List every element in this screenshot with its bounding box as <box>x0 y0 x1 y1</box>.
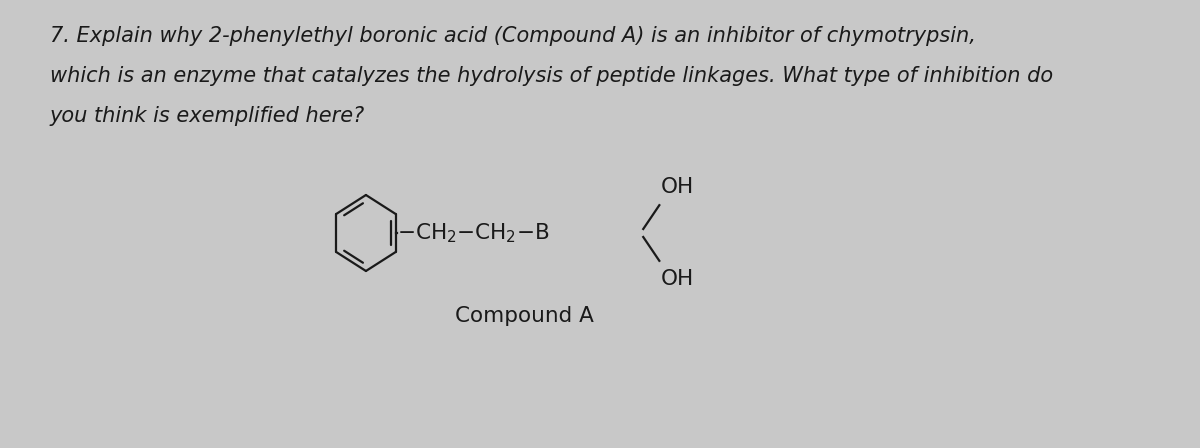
Text: OH: OH <box>661 177 695 197</box>
Text: OH: OH <box>661 269 695 289</box>
Text: 7. Explain why 2-phenylethyl boronic acid (Compound A) is an inhibitor of chymot: 7. Explain why 2-phenylethyl boronic aci… <box>49 26 976 46</box>
Text: Compound A: Compound A <box>455 306 594 326</box>
Text: $-$CH$_2$$-$CH$_2$$-$B: $-$CH$_2$$-$CH$_2$$-$B <box>397 221 550 245</box>
Text: which is an enzyme that catalyzes the hydrolysis of peptide linkages. What type : which is an enzyme that catalyzes the hy… <box>49 66 1052 86</box>
Text: you think is exemplified here?: you think is exemplified here? <box>49 106 365 126</box>
